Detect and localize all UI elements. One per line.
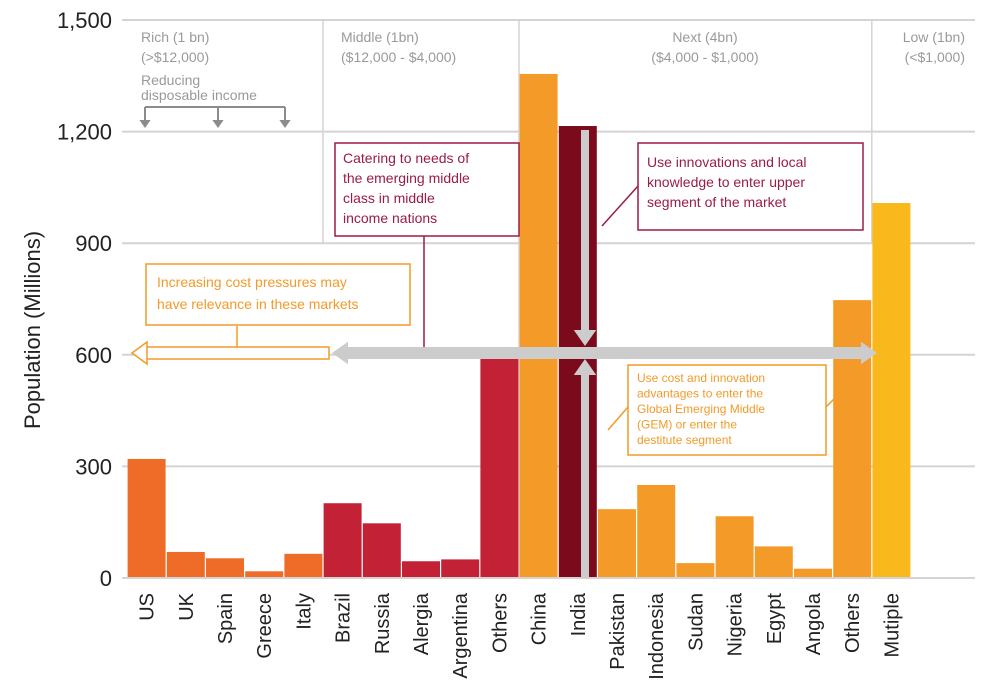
reducing-arrow-head: [139, 120, 151, 128]
x-tick-label: Mutiple: [881, 593, 903, 657]
x-tick-label: Nigeria: [725, 592, 747, 656]
innovations-text: segment of the market: [647, 194, 786, 210]
connector-line: [825, 387, 846, 408]
bar-egypt: [754, 546, 793, 578]
innovations-text: knowledge to enter upper: [647, 174, 805, 190]
y-tick-label: 300: [75, 454, 112, 479]
gem-text: Use cost and innovation: [637, 371, 765, 385]
emerging-middle-text: class in middle: [343, 190, 435, 206]
reducing-arrow-head: [279, 120, 291, 128]
x-tick-label: Greece: [254, 593, 276, 659]
x-tick-label: Italy: [293, 593, 315, 630]
bar-argentina: [441, 559, 480, 578]
bar-italy: [284, 553, 323, 578]
x-tick-label: Argentina: [450, 592, 472, 678]
x-tick-label: Egypt: [764, 593, 786, 645]
bar-brazil: [323, 503, 362, 578]
segment-title: Middle (1bn): [341, 29, 419, 45]
x-tick-label: Pakistan: [607, 593, 629, 670]
bar-others: [833, 300, 872, 578]
cost-pressure-box: [145, 263, 411, 326]
x-tick-label: Alergia: [411, 592, 433, 655]
x-tick-label: Others: [489, 593, 511, 653]
india-arrow-down-shaft: [581, 130, 589, 330]
reducing-label: disposable income: [141, 87, 257, 103]
gem-text: advantages to enter the: [637, 387, 763, 401]
emerging-middle-text: Catering to needs of: [343, 150, 469, 166]
y-tick-label: 1,500: [57, 8, 112, 33]
segment-range: (>$12,000): [141, 49, 209, 65]
cost-pressure-text: Increasing cost pressures may: [157, 274, 347, 290]
x-tick-label: Spain: [215, 593, 237, 644]
x-tick-label: US: [137, 593, 159, 621]
india-arrow-up-head: [573, 359, 597, 375]
segment-title: Rich (1 bn): [141, 29, 209, 45]
x-tick-label: China: [529, 592, 551, 645]
reducing-arrow-head: [212, 120, 224, 128]
bar-indonesia: [637, 485, 676, 578]
y-tick-label: 600: [75, 343, 112, 368]
segment-title: Next (4bn): [672, 29, 737, 45]
segment-range: (<$1,000): [905, 49, 965, 65]
x-tick-label: Indonesia: [646, 592, 668, 680]
gray-arrow-shaft: [345, 347, 863, 359]
y-tick-label: 1,200: [57, 120, 112, 145]
bar-spain: [206, 558, 244, 578]
segment-range: ($4,000 - $1,000): [651, 49, 758, 65]
gem-text: Global Emerging Middle: [637, 402, 765, 416]
bar-russia: [362, 523, 401, 578]
gray-arrow-head-right: [861, 341, 877, 365]
innovations-box: [637, 142, 864, 231]
bar-mutiple: [872, 203, 911, 579]
x-tick-label: Russia: [372, 592, 394, 654]
india-arrow-up-shaft: [581, 375, 589, 578]
cost-pressure-text: have relevance in these markets: [157, 296, 359, 312]
emerging-middle-box: [334, 142, 520, 237]
outline-arrow-head: [130, 340, 148, 366]
gem-box: [627, 364, 827, 456]
india-arrow-down-head: [573, 330, 597, 346]
gem-text: (GEM) or enter the: [637, 418, 737, 432]
bar-china: [519, 73, 558, 578]
income-segments: Rich (1 bn) (>$12,000) Middle (1bn) ($12,00…: [139, 20, 965, 578]
connector-line: [607, 406, 629, 431]
innovations-text: Use innovations and local: [647, 154, 807, 170]
y-tick-label: 900: [75, 231, 112, 256]
emerging-middle-text: income nations: [343, 210, 437, 226]
bar-angola: [794, 568, 832, 578]
y-tick-label: 0: [100, 566, 112, 591]
y-axis-label: Population (Millions): [20, 231, 45, 429]
x-tick-label: Brazil: [333, 593, 355, 643]
bar-others: [480, 357, 519, 578]
gray-arrow-head-left: [332, 341, 348, 365]
bar-pakistan: [598, 509, 636, 578]
x-tick-label: UK: [176, 592, 198, 620]
x-tick-label: India: [568, 592, 590, 636]
bar-greece: [245, 571, 284, 578]
bar-sudan: [676, 563, 715, 578]
reducing-label: Reducing: [141, 72, 200, 88]
gem-text: destitute segment: [637, 433, 732, 447]
x-tick-label: Others: [842, 593, 864, 653]
bar-alergia: [402, 561, 440, 578]
annotations: Increasing cost pressures may have releva…: [130, 130, 877, 578]
segment-range: ($12,000 - $4,000): [341, 49, 456, 65]
emerging-middle-text: the emerging middle: [343, 170, 470, 186]
bar-nigeria: [715, 516, 754, 578]
axes: Population (Millions) 0 300 600 900 1,200 1,5…: [20, 8, 975, 680]
connector-line: [601, 185, 639, 227]
bar-us: [127, 458, 166, 578]
x-tick-label: Sudan: [685, 593, 707, 651]
bar-uk: [166, 551, 205, 578]
x-tick-label: Angola: [803, 592, 825, 655]
outline-arrow-shaft: [144, 346, 330, 360]
segment-title: Low (1bn): [903, 29, 965, 45]
